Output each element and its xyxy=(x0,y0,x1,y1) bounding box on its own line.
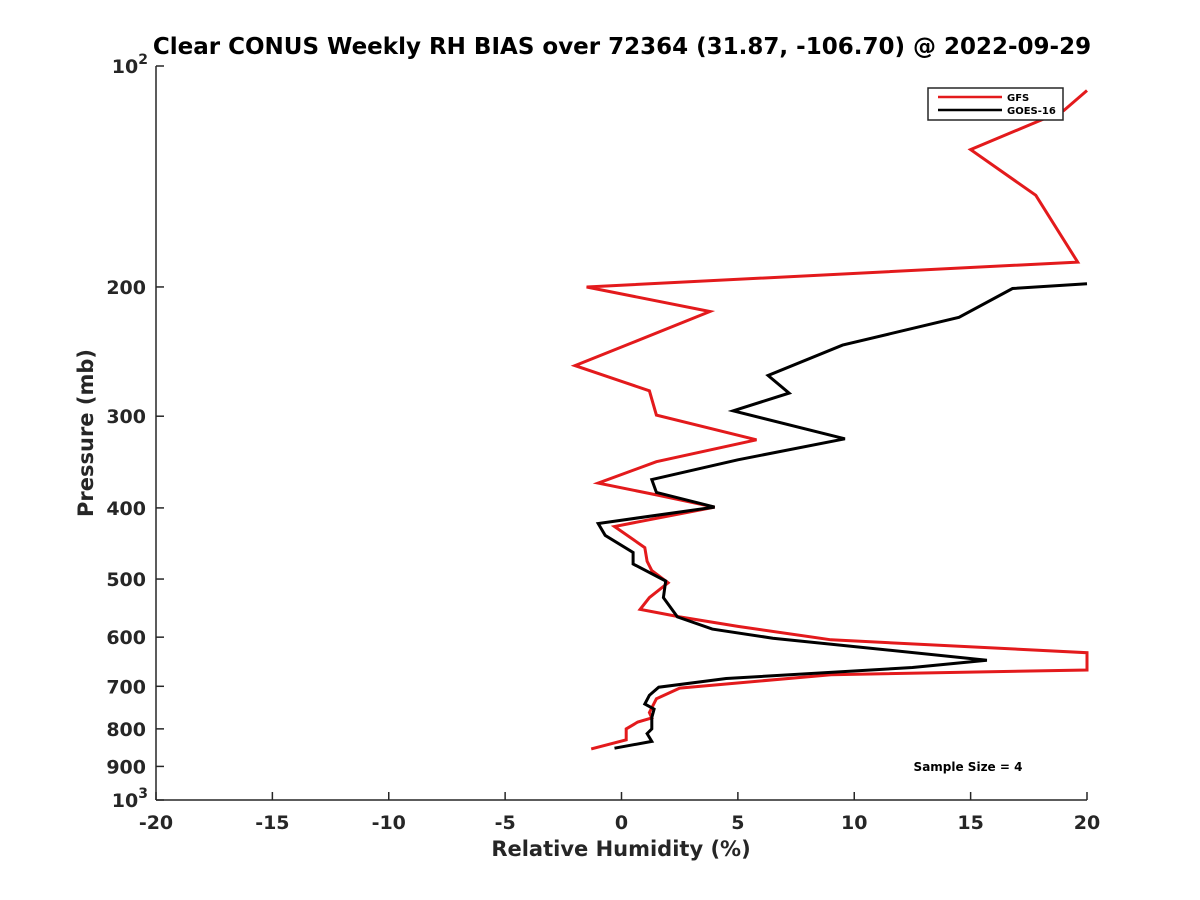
y-tick-label: 102 xyxy=(112,52,148,78)
legend-box xyxy=(927,87,1064,121)
x-axis-label: Relative Humidity (%) xyxy=(491,837,750,861)
y-tick-label: 500 xyxy=(106,569,146,591)
x-tick-label: -15 xyxy=(255,812,289,834)
y-tick-label: 600 xyxy=(106,627,146,649)
y-tick-label: 103 xyxy=(112,786,148,812)
x-tick-label: 15 xyxy=(957,812,983,834)
sample-size-annotation: Sample Size = 4 xyxy=(914,760,1023,774)
x-axis-ticks: -20 -15 -10 -5 0 5 10 15 20 xyxy=(139,792,1100,834)
x-tick-label: 5 xyxy=(731,812,744,834)
y-axis-label: Pressure (mb) xyxy=(74,349,98,517)
y-tick-label: 700 xyxy=(106,676,146,698)
y-tick-label: 300 xyxy=(106,406,146,428)
y-tick-label: 200 xyxy=(106,277,146,299)
series-line-gfs xyxy=(570,89,1089,751)
x-tick-label: -10 xyxy=(372,812,406,834)
y-tick-label: 400 xyxy=(106,498,146,520)
legend-label-goes16: GOES-16 xyxy=(1007,106,1056,117)
series-line-goes16 xyxy=(595,282,1088,750)
y-tick-label: 800 xyxy=(106,719,146,741)
y-tick-label: 900 xyxy=(106,756,146,778)
x-tick-label: 20 xyxy=(1074,812,1100,834)
legend: GFS GOES-16 xyxy=(927,87,1064,121)
x-tick-label: 0 xyxy=(615,812,628,834)
chart-title: Clear CONUS Weekly RH BIAS over 72364 (3… xyxy=(153,34,1091,60)
x-tick-label: -5 xyxy=(495,812,516,834)
legend-label-gfs: GFS xyxy=(1007,93,1029,104)
y-axis-ticks: 102 200 300 400 500 600 700 800 900 103 xyxy=(106,52,164,812)
x-tick-label: 10 xyxy=(841,812,867,834)
plot-area xyxy=(570,89,1089,751)
x-tick-label: -20 xyxy=(139,812,173,834)
